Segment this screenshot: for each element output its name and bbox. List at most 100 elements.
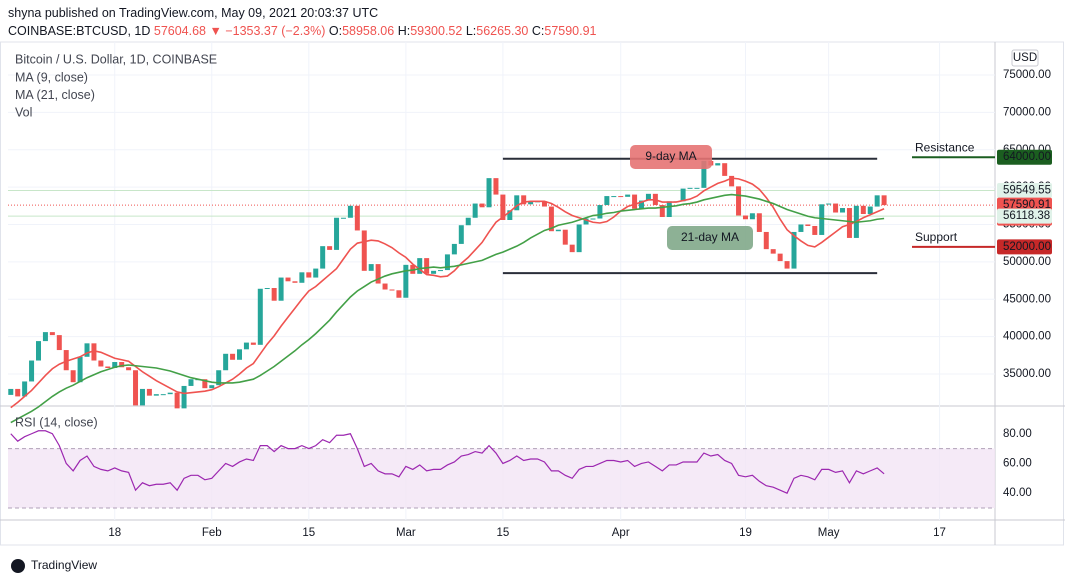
price-label-box [997, 149, 1052, 165]
candle-body [396, 290, 402, 298]
legend-entry: MA (9, close) [15, 70, 88, 84]
candle-body [375, 264, 381, 284]
x-tick-label: 17 [933, 527, 946, 539]
price-label-box [997, 208, 1052, 224]
candle-body [327, 246, 333, 250]
candle-body [98, 360, 104, 367]
level-label: Resistance [915, 140, 975, 154]
legend-entry: MA (21, close) [15, 88, 95, 102]
currency-box [1011, 49, 1039, 67]
candle-body [354, 205, 360, 231]
candle-body [8, 388, 14, 395]
quote-part: 58958.06 [342, 24, 395, 38]
candle-body [729, 175, 735, 187]
candle-body [382, 283, 388, 290]
legend-entry: Vol [15, 105, 32, 119]
candle-body [701, 160, 707, 188]
candle-body [84, 343, 90, 357]
candle-body [146, 388, 152, 396]
candle-body [500, 194, 506, 220]
candle-body [264, 288, 270, 290]
candle-body [583, 218, 589, 225]
rsi-band [8, 448, 995, 509]
candle-body [35, 341, 41, 361]
price-label: 56118.38 [1003, 210, 1050, 222]
candle-body [770, 249, 776, 254]
candle-body [458, 225, 464, 244]
y-tick-label: 70000.00 [1003, 106, 1051, 118]
candle-body [846, 208, 852, 238]
candle-body [562, 229, 568, 245]
candle-body [479, 203, 485, 208]
candle-body [680, 188, 686, 202]
candle-body [340, 217, 346, 219]
x-tick-label: Apr [612, 527, 630, 539]
legend-title: Bitcoin / U.S. Dollar, 1D, COINBASE [15, 52, 217, 66]
candle-body [299, 272, 305, 283]
annotation-box [630, 145, 712, 169]
candle-body [860, 205, 866, 215]
candle-body [271, 288, 277, 301]
candle-body [257, 288, 263, 345]
candle-body [555, 229, 561, 232]
candle-body [119, 362, 125, 368]
candle-body [645, 193, 651, 201]
candle-body [77, 356, 83, 383]
candle-body [306, 272, 312, 278]
candle-body [70, 370, 76, 383]
y-tick-label: 40.00 [1003, 487, 1032, 499]
candle-body [181, 385, 187, 409]
candle-body [694, 187, 700, 189]
x-tick-label: 15 [302, 527, 315, 539]
candle-body [243, 342, 249, 350]
header: shyna published on TradingView.com, May … [8, 4, 597, 40]
ma-line [10, 177, 885, 409]
candle-body [756, 213, 762, 232]
candle-body [472, 203, 478, 218]
candle-body [749, 213, 755, 220]
candle-body [431, 270, 437, 274]
quote-line: COINBASE:BTCUSD, 1D 57604.68 ▼ −1353.37 … [8, 22, 597, 40]
candle-body [874, 195, 880, 207]
candle-body [188, 379, 194, 386]
candle-body [389, 289, 395, 291]
candle-body [840, 208, 846, 213]
candle-body [209, 385, 215, 389]
candle-body [715, 163, 721, 166]
x-tick-label: May [818, 527, 840, 539]
candle-body [424, 258, 430, 274]
annotation-text: 21-day MA [681, 230, 739, 244]
candle-body [368, 264, 374, 271]
price-label-box [997, 182, 1052, 198]
y-tick-label: 50000.00 [1003, 256, 1051, 268]
price-label: 52000.00 [1003, 241, 1051, 253]
candle-body [278, 277, 284, 301]
plot-frame [0, 41, 1064, 546]
candle-body [881, 195, 887, 206]
candle-body [666, 201, 672, 218]
candle-body [223, 353, 229, 371]
candle-body [29, 360, 35, 382]
candle-body [604, 196, 610, 206]
candle-body [361, 230, 367, 271]
candle-body [153, 394, 159, 396]
candle-body [202, 379, 208, 389]
ma-line [10, 193, 885, 424]
candle-body [126, 367, 132, 371]
candle-body [528, 202, 534, 205]
candle-body [742, 215, 748, 220]
candle-body [798, 224, 804, 232]
candle-body [486, 178, 492, 208]
candle-body [639, 200, 645, 209]
candle-body [56, 335, 62, 351]
quote-part: L: [462, 24, 477, 38]
candle-body [763, 231, 769, 250]
candle-body [167, 392, 173, 395]
price-label: 57590.91 [1003, 199, 1051, 211]
candle-body [250, 342, 256, 345]
candle-body [833, 203, 839, 213]
candle-body [722, 163, 728, 176]
candle-body [313, 268, 319, 278]
candle-body [320, 246, 326, 269]
